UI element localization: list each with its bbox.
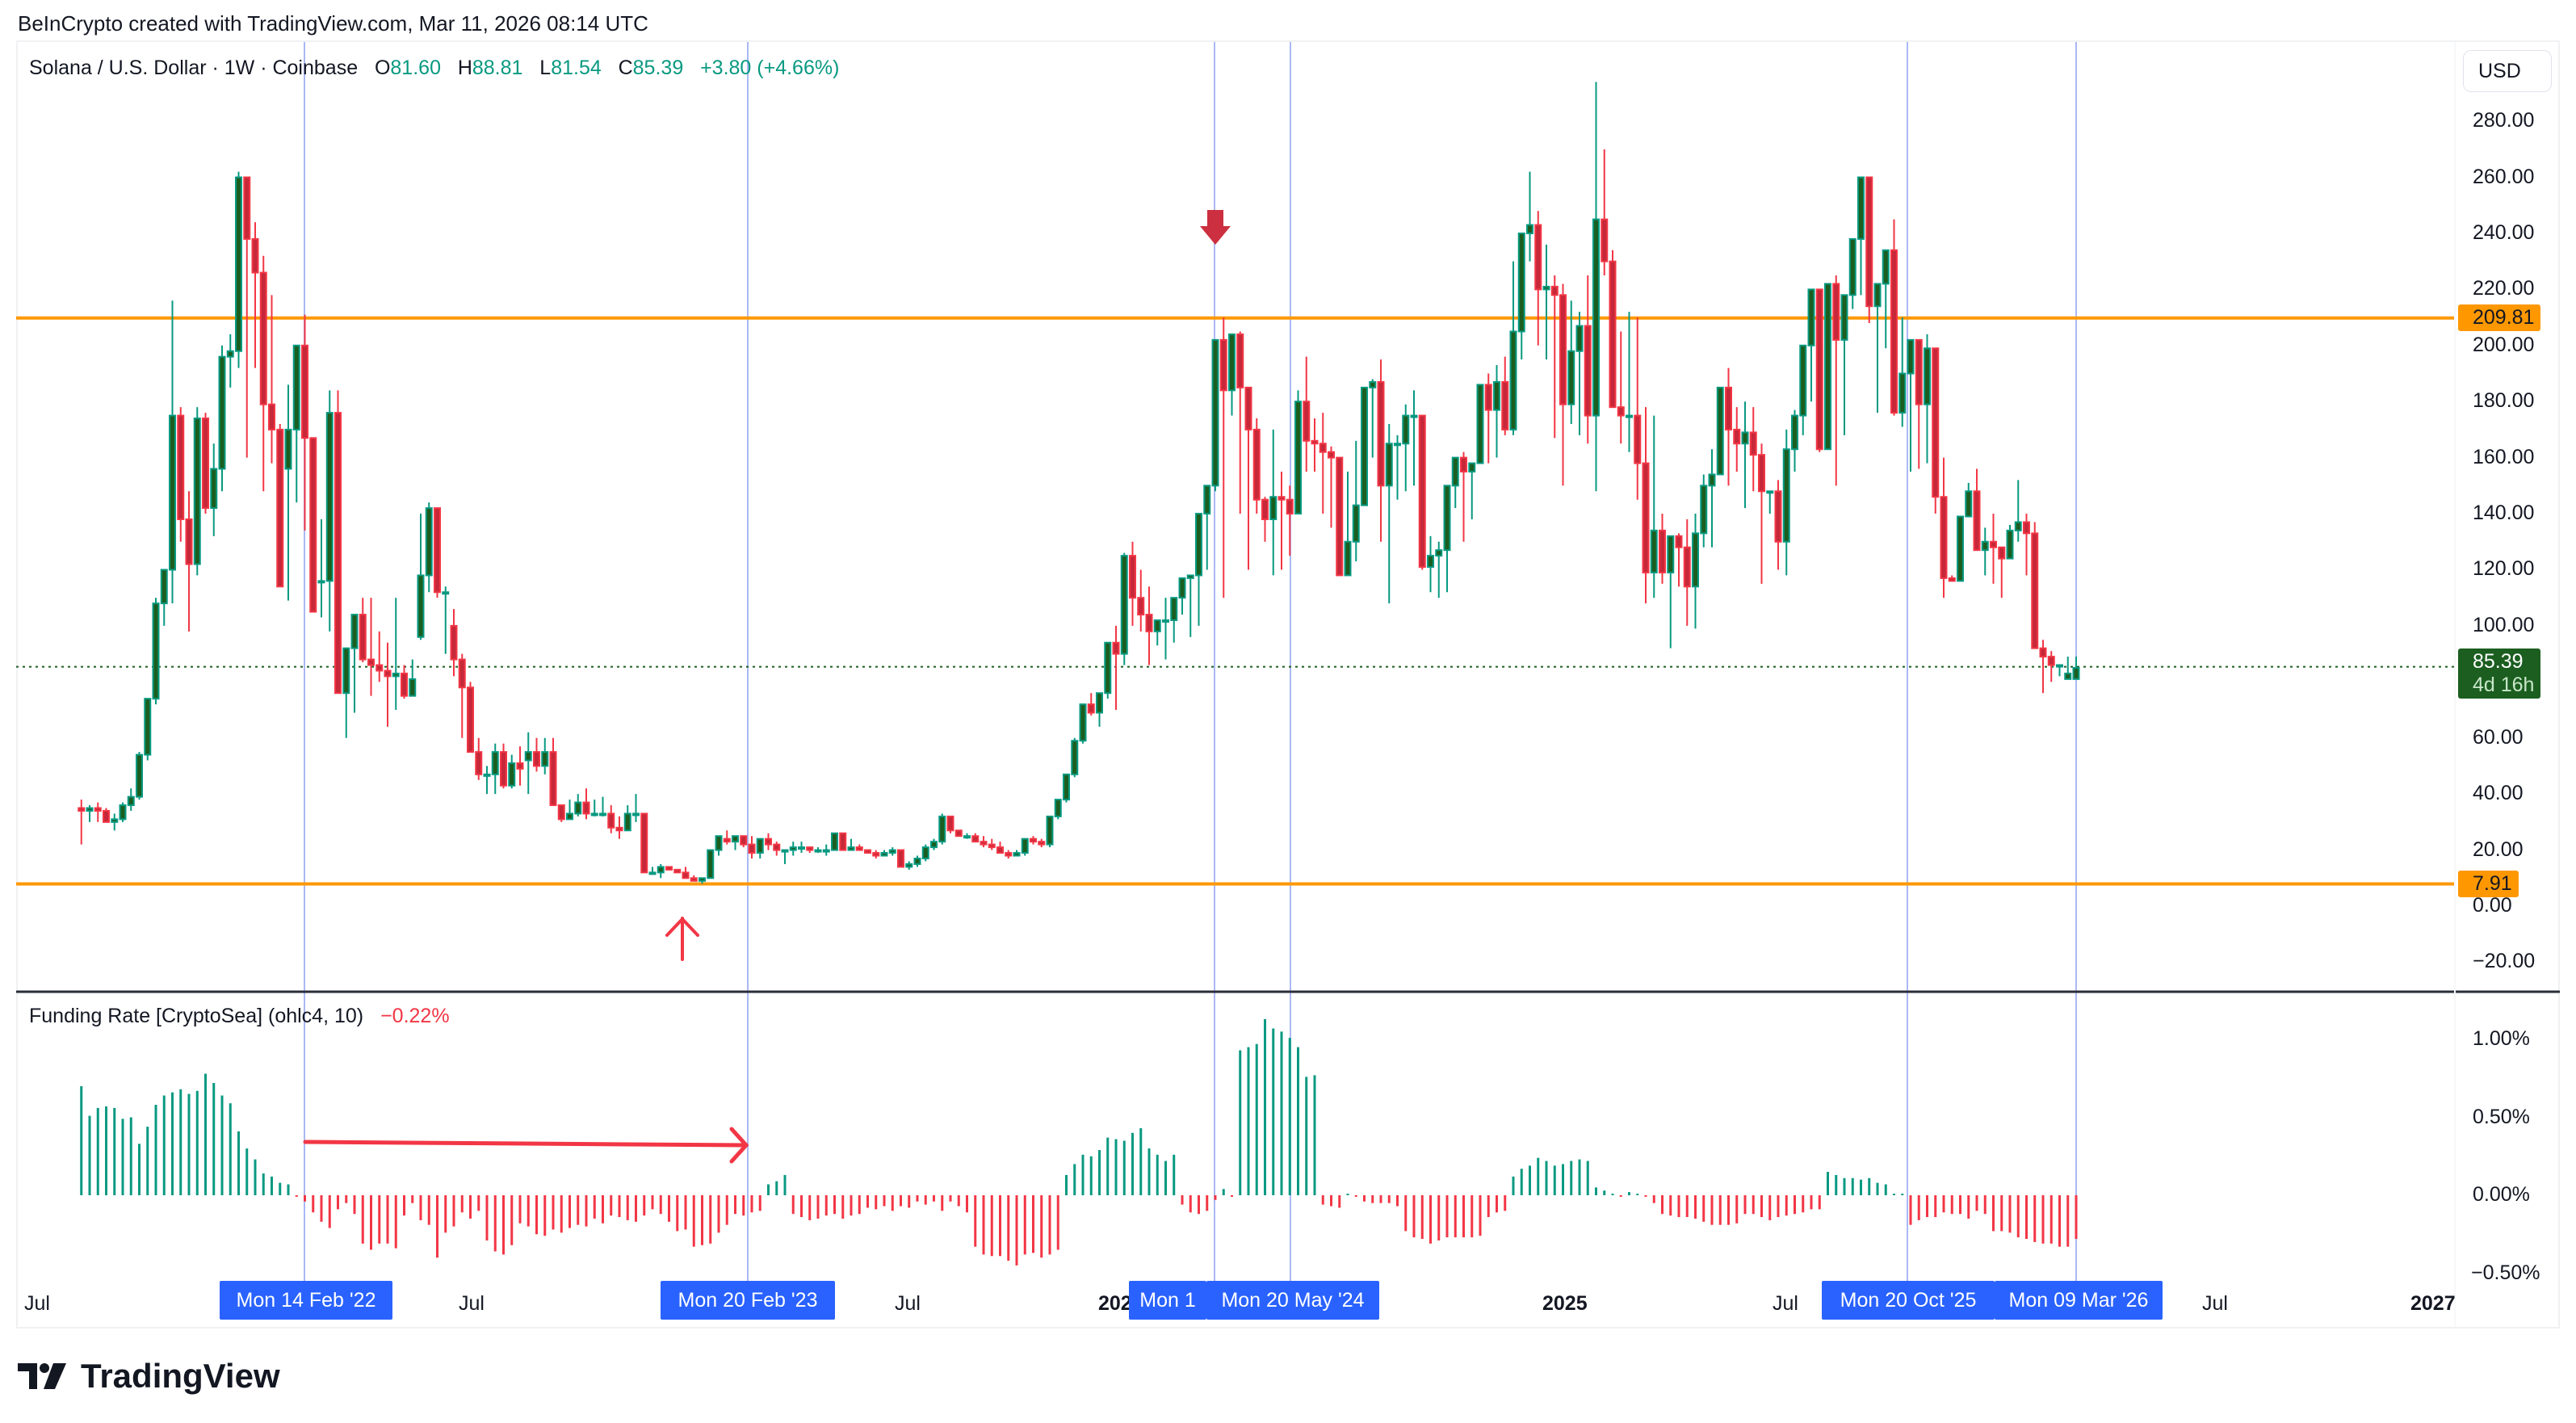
time-axis-label: 2027 [2410, 1292, 2456, 1315]
indicator-legend[interactable]: Funding Rate [CryptoSea] (ohlc4, 10) −0.… [29, 1005, 450, 1028]
tradingview-logo[interactable]: TradingView [18, 1357, 280, 1396]
chart-attribution: BeInCrypto created with TradingView.com,… [18, 11, 648, 36]
symbol-name: Solana / U.S. Dollar · 1W · Coinbase [29, 57, 359, 79]
time-axis-label: 202 [1098, 1292, 1132, 1315]
time-axis-label: Jul [1773, 1292, 1798, 1315]
bar-countdown: 4d 16h [2473, 674, 2535, 696]
close-label: C [618, 57, 633, 79]
time-axis-label: Jul [895, 1292, 921, 1315]
price-axis-tick: 60.00 [2473, 725, 2524, 749]
candlestick-series [78, 82, 2080, 884]
funding-rate-histogram [80, 1018, 2078, 1266]
support-price-tag: 7.91 [2458, 871, 2519, 897]
price-axis-tick: 20.00 [2473, 837, 2524, 861]
funding-axis-tick: 1.00% [2473, 1027, 2530, 1050]
price-axis-tick: 240.00 [2473, 220, 2535, 244]
chart-frame [16, 40, 2560, 1329]
date-marker-label[interactable]: Mon 20 Feb '23 [661, 1281, 835, 1320]
time-axis-label: Jul [459, 1292, 485, 1315]
high-label: H [457, 57, 472, 79]
funding-axis-tick: 0.50% [2473, 1105, 2530, 1128]
symbol-legend[interactable]: Solana / U.S. Dollar · 1W · Coinbase O81… [29, 57, 839, 80]
price-axis-tick: 120.00 [2473, 557, 2535, 581]
current-price-tag: 85.39 4d 16h [2458, 649, 2541, 699]
price-axis-tick: −20.00 [2473, 950, 2536, 973]
price-axis-tick: 280.00 [2473, 109, 2535, 132]
high-value: 88.81 [472, 57, 523, 79]
horizontal-levels [16, 316, 2455, 886]
date-marker-label[interactable]: Mon 20 May '24 [1206, 1281, 1379, 1320]
date-marker-label[interactable]: Mon 1 [1129, 1281, 1206, 1320]
funding-axis-tick: 0.00% [2473, 1183, 2530, 1206]
vertical-marker-lines [304, 42, 2077, 1288]
up-arrow-icon [665, 917, 699, 961]
open-value: 81.60 [390, 57, 441, 79]
price-axis-tick: 0.00 [2473, 894, 2512, 917]
price-axis-tick: 100.00 [2473, 613, 2535, 636]
resistance-price-tag: 209.81 [2458, 304, 2541, 331]
indicator-value: −0.22% [380, 1005, 450, 1027]
price-axis-tick: 40.00 [2473, 782, 2524, 805]
time-axis-label: Jul [2202, 1292, 2228, 1315]
time-axis-label: 2025 [1542, 1292, 1588, 1315]
price-axis-tick: 220.00 [2473, 277, 2535, 300]
price-axis-tick: 160.00 [2473, 445, 2535, 468]
time-axis-label: Jul [24, 1292, 50, 1315]
change-value: +3.80 (+4.66%) [700, 57, 840, 79]
open-label: O [374, 57, 391, 79]
low-value: 81.54 [551, 57, 602, 79]
low-label: L [539, 57, 552, 79]
close-value: 85.39 [632, 57, 684, 79]
date-marker-label[interactable]: Mon 14 Feb '22 [220, 1281, 392, 1320]
currency-button[interactable]: USD [2463, 50, 2552, 92]
indicator-name: Funding Rate [CryptoSea] (ohlc4, 10) [29, 1005, 364, 1027]
price-axis-tick: 180.00 [2473, 389, 2535, 413]
brand-name: TradingView [81, 1357, 280, 1395]
down-arrow-icon [1200, 210, 1231, 245]
date-marker-label[interactable]: Mon 20 Oct '25 [1822, 1281, 1995, 1320]
tradingview-logo-icon [18, 1363, 66, 1389]
price-axis-tick: 260.00 [2473, 165, 2535, 188]
price-axis-tick: 140.00 [2473, 502, 2535, 525]
right-arrow-icon [303, 1127, 749, 1164]
price-axis-tick: 200.00 [2473, 333, 2535, 356]
funding-axis-tick: −0.50% [2471, 1261, 2540, 1284]
date-marker-label[interactable]: Mon 09 Mar '26 [1995, 1281, 2163, 1320]
current-price: 85.39 [2473, 650, 2524, 673]
